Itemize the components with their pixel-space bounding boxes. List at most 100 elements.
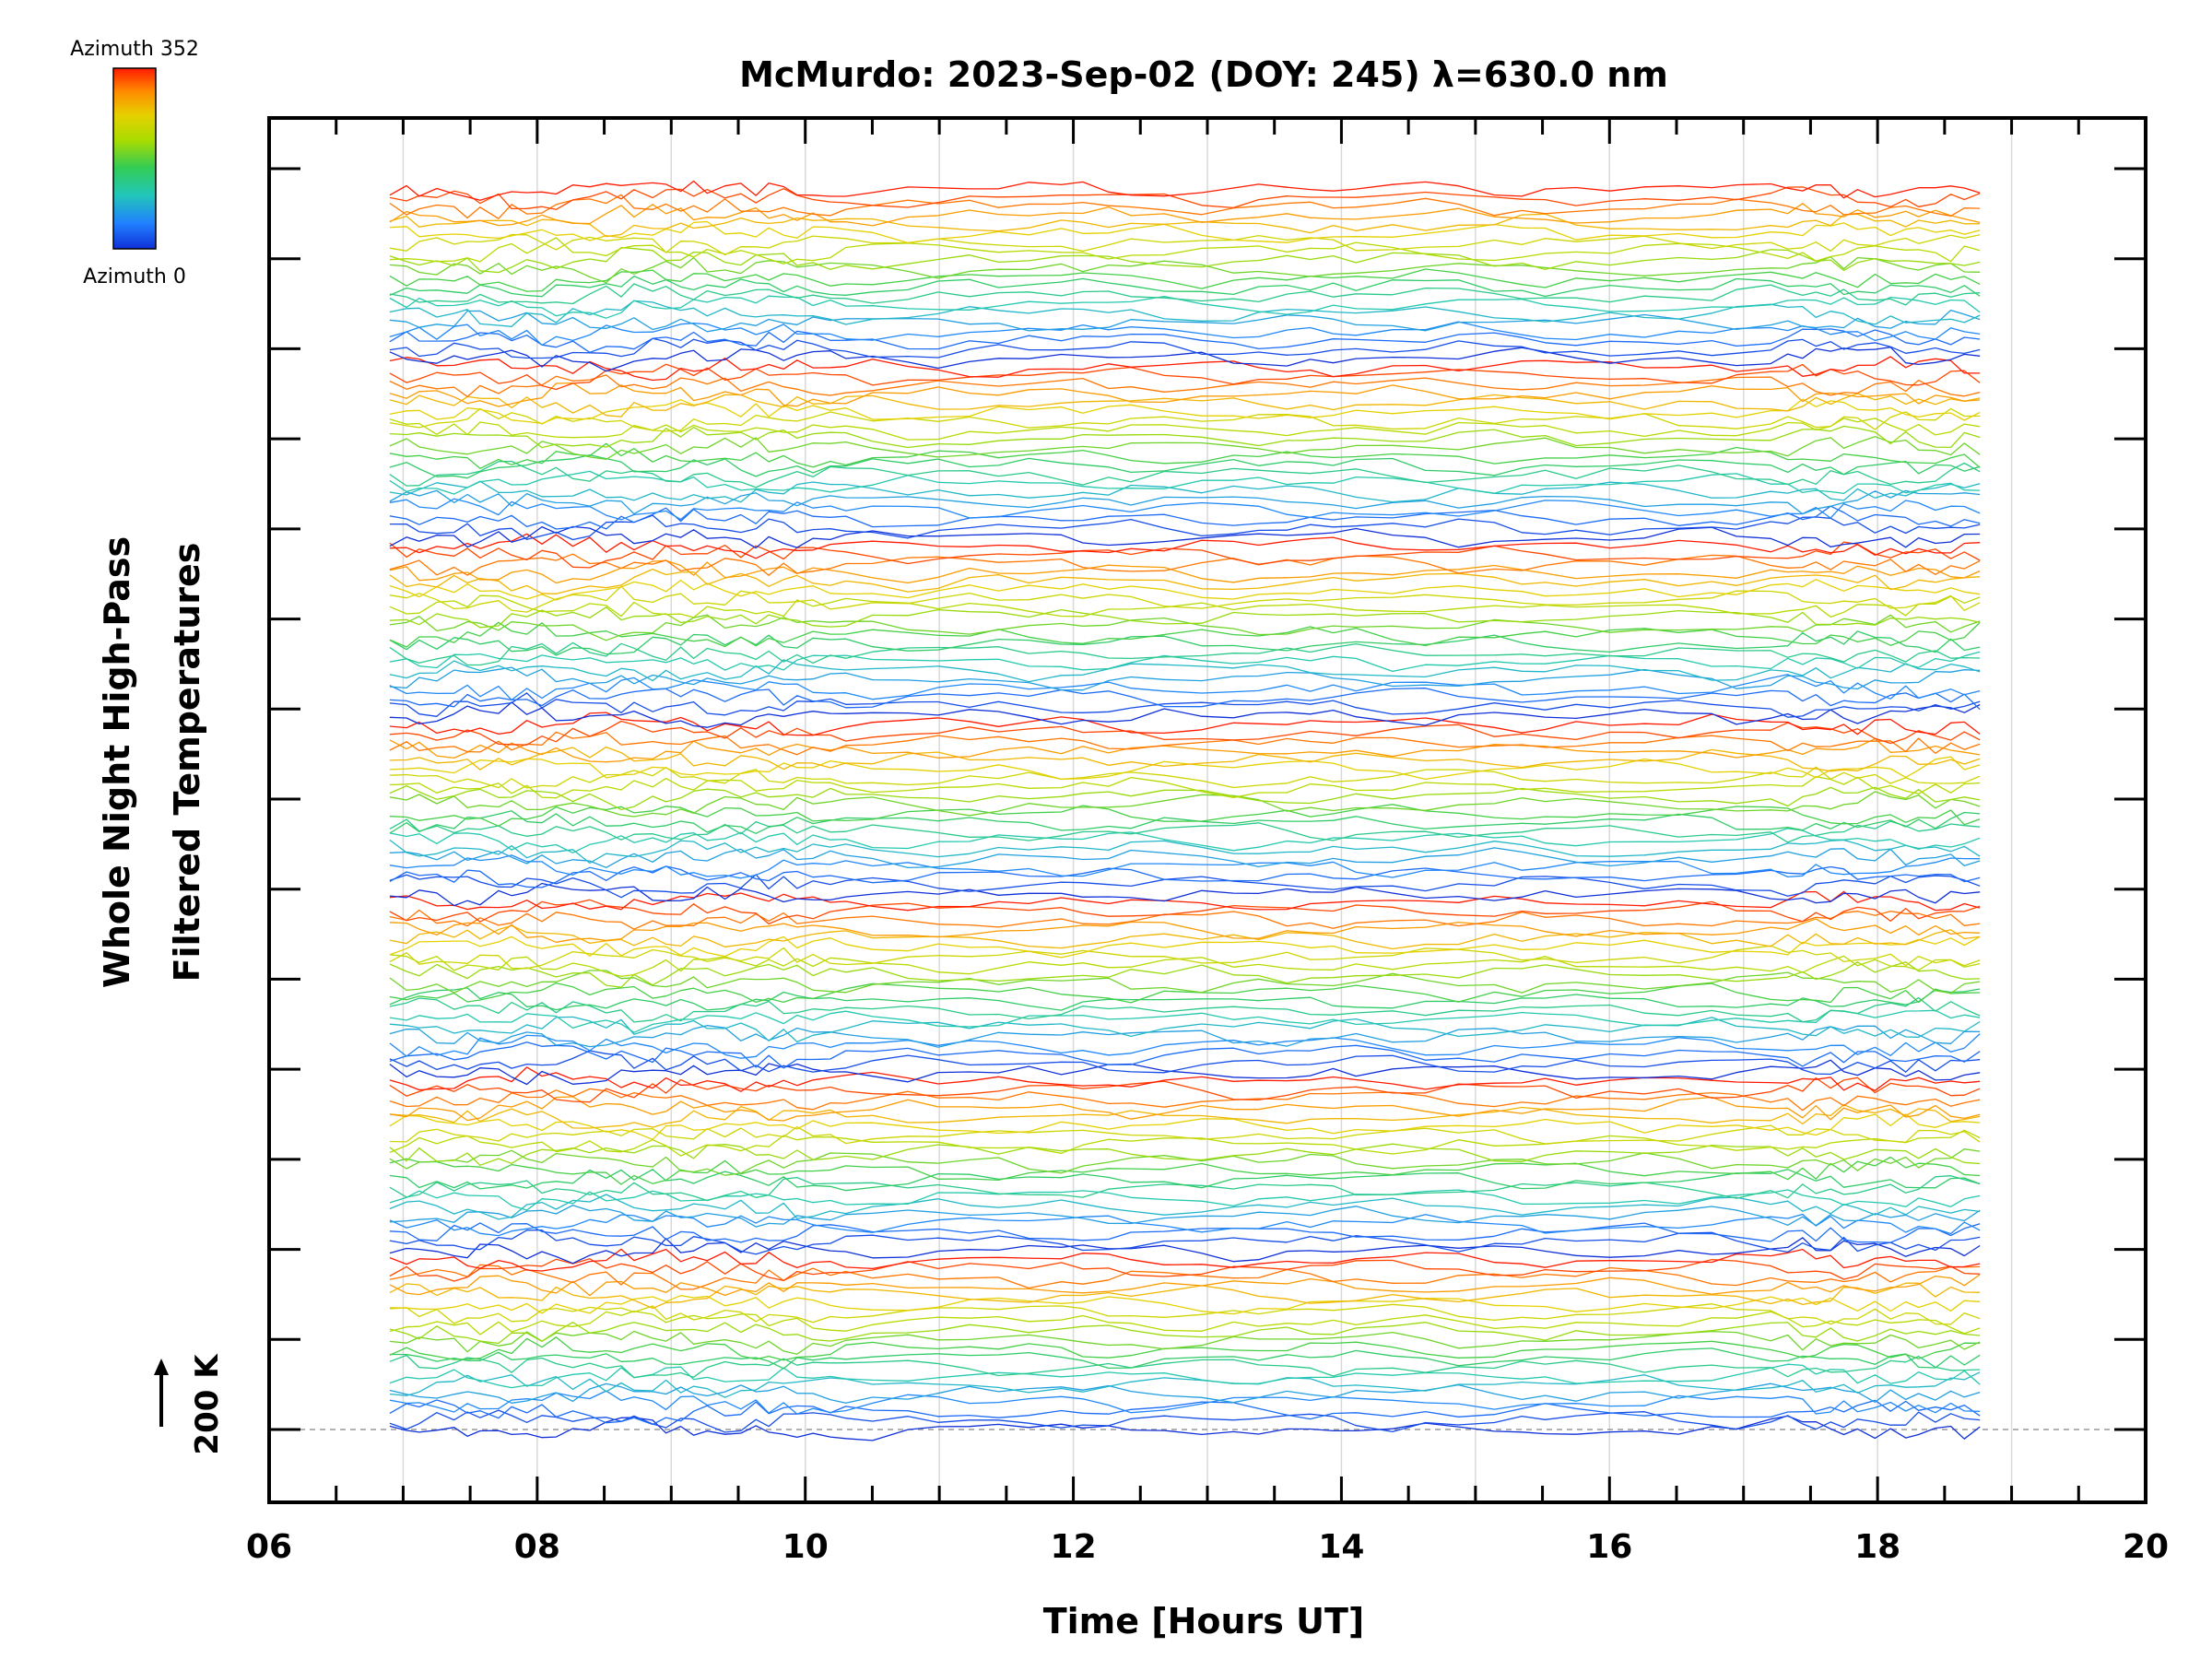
series-line-g3-c10 (389, 791, 1981, 818)
series-line-g1-c4 (389, 1205, 1981, 1228)
series-line-g5-c16 (389, 382, 1981, 407)
series-line-g5-c12 (389, 418, 1981, 441)
series-line-g6-c17 (389, 194, 1981, 219)
series-line-g3-c15 (389, 746, 1981, 772)
series-line-g6-c19 (389, 180, 1981, 201)
series-line-g5-c19 (389, 356, 1981, 382)
series-line-g1-c6 (389, 1189, 1981, 1211)
x-tick-label-1: 08 (514, 1528, 560, 1566)
series-line-g5-c14 (389, 398, 1981, 425)
series-line-g2-c13 (389, 945, 1981, 970)
series-line-g3-c16 (389, 737, 1981, 763)
series-line-g3-c1 (389, 874, 1981, 899)
axis-ticks (267, 118, 2147, 1502)
series-line-g4-c16 (389, 559, 1981, 584)
series-line-g6-c10 (389, 256, 1981, 284)
series-line-g4-c2 (389, 688, 1981, 711)
series-line-g5-c5 (389, 480, 1981, 503)
series-line-g2-c11 (389, 961, 1981, 988)
series-line-g1-c13 (389, 1124, 1981, 1145)
series-line-g6-c11 (389, 246, 1981, 274)
series-line-g2-c19 (389, 890, 1981, 912)
series-line-g4-c1 (389, 692, 1981, 718)
series-line-g0-c19 (389, 1248, 1981, 1272)
series-line-g6-c9 (389, 268, 1981, 292)
colorbar-bottom-label: Azimuth 0 (83, 265, 186, 288)
temperature-series (389, 180, 1981, 1441)
series-line-g6-c4 (389, 309, 1981, 333)
colorbar-top-label: Azimuth 352 (70, 38, 199, 61)
series-line-g4-c15 (389, 568, 1981, 594)
series-line-g0-c9 (389, 1336, 1981, 1361)
series-line-g3-c7 (389, 818, 1981, 843)
series-line-g4-c14 (389, 579, 1981, 601)
y-axis-label-line1: Whole Night High-Pass (97, 536, 137, 988)
series-line-g4-c18 (389, 541, 1981, 569)
series-line-g1-c0 (389, 1237, 1981, 1265)
x-tick-label-2: 10 (782, 1528, 829, 1566)
series-line-g6-c12 (389, 237, 1981, 265)
series-line-g0-c4 (389, 1382, 1981, 1404)
scale-marker: 200 K (154, 1353, 226, 1455)
series-line-g1-c18 (389, 1077, 1981, 1103)
series-line-g5-c1 (389, 514, 1981, 541)
colorbar-gradient (112, 67, 157, 250)
series-line-g1-c5 (389, 1194, 1981, 1220)
series-line-g0-c13 (389, 1303, 1981, 1325)
series-line-g2-c16 (389, 918, 1981, 943)
series-line-g2-c7 (389, 996, 1981, 1023)
series-line-g3-c18 (389, 720, 1981, 746)
series-line-g1-c11 (389, 1143, 1981, 1166)
series-line-g2-c0 (389, 1059, 1981, 1086)
series-line-g0-c2 (389, 1399, 1981, 1426)
series-line-g4-c17 (389, 553, 1981, 576)
series-line-g2-c18 (389, 899, 1981, 925)
series-line-g3-c0 (389, 882, 1981, 907)
chart-title: McMurdo: 2023-Sep-02 (DOY: 245) λ=630.0 … (739, 54, 1668, 95)
series-line-g1-c9 (389, 1156, 1981, 1185)
series-line-g6-c7 (389, 283, 1981, 306)
series-line-g5-c6 (389, 470, 1981, 495)
series-line-g1-c1 (389, 1229, 1981, 1255)
series-line-g3-c14 (389, 756, 1981, 781)
series-line-g2-c15 (389, 924, 1981, 950)
series-line-g6-c2 (389, 328, 1981, 354)
series-line-g6-c1 (389, 337, 1981, 359)
series-line-g3-c12 (389, 776, 1981, 799)
series-line-g5-c7 (389, 460, 1981, 488)
series-line-g5-c15 (389, 393, 1981, 418)
series-line-g0-c14 (389, 1295, 1981, 1315)
series-line-g0-c8 (389, 1347, 1981, 1370)
y-axis-label-line2: Filtered Temperatures (167, 543, 207, 982)
series-line-g3-c4 (389, 847, 1981, 869)
series-line-g1-c8 (389, 1169, 1981, 1192)
series-line-g2-c12 (389, 954, 1981, 978)
x-tick-label-7: 20 (2123, 1528, 2169, 1566)
series-line-g5-c9 (389, 442, 1981, 469)
series-line-g2-c2 (389, 1041, 1981, 1069)
series-line-g0-c10 (389, 1330, 1981, 1355)
x-tick-labels: 06 08 10 12 14 16 18 20 (246, 1528, 2169, 1566)
x-tick-label-5: 16 (1586, 1528, 1632, 1566)
series-line-g2-c9 (389, 982, 1981, 1004)
series-line-g1-c3 (389, 1213, 1981, 1237)
series-line-g1-c7 (389, 1175, 1981, 1202)
series-line-g5-c10 (389, 436, 1981, 461)
series-line-g0-c5 (389, 1371, 1981, 1398)
series-line-g6-c8 (389, 275, 1981, 298)
series-line-g4-c13 (389, 585, 1981, 613)
series-line-g4-c12 (389, 594, 1981, 618)
series-line-g0-c1 (389, 1409, 1981, 1433)
series-line-g5-c0 (389, 525, 1981, 549)
series-line-g2-c3 (389, 1033, 1981, 1059)
series-line-g3-c11 (389, 785, 1981, 811)
series-line-g3-c8 (389, 810, 1981, 834)
series-line-g6-c3 (389, 321, 1981, 347)
series-line-g3-c9 (389, 804, 1981, 827)
series-line-g0-c12 (389, 1310, 1981, 1335)
series-line-g3-c17 (389, 731, 1981, 756)
series-line-g0-c15 (389, 1282, 1981, 1310)
series-line-g4-c6 (389, 651, 1981, 673)
series-line-g5-c11 (389, 425, 1981, 449)
